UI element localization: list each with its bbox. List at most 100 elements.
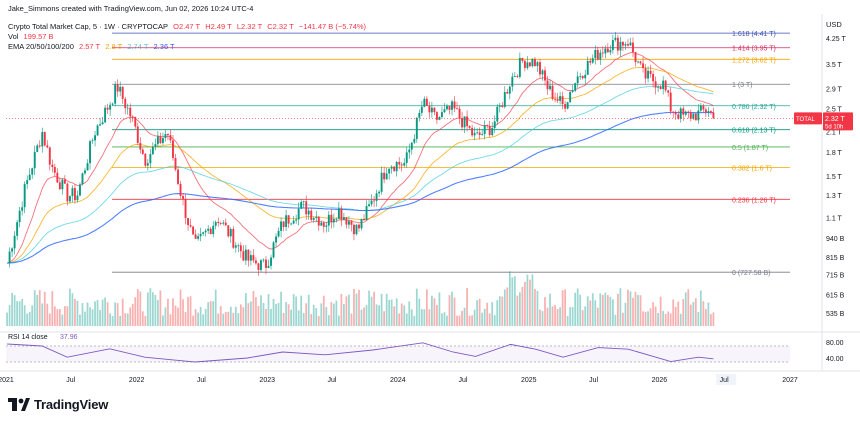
symbol-title-row: Crypto Total Market Cap, 5 · 1W · CRYPTO… (8, 22, 369, 31)
candle-body (662, 80, 665, 90)
candle-body (89, 141, 91, 164)
time-axis-tick-label: 2025 (521, 377, 537, 384)
volume-bar (591, 293, 594, 326)
symbol-title[interactable]: Crypto Total Market Cap, 5 · 1W · CRYPTO… (8, 22, 169, 31)
volume-bar (89, 307, 91, 326)
volume-bar (601, 294, 604, 326)
ohlc-open: O2.47 T (173, 22, 201, 31)
candle-body (564, 104, 567, 109)
volume-bar (199, 306, 202, 326)
candle-body (280, 221, 283, 231)
time-axis-tick-label: 2024 (390, 377, 406, 384)
volume-bar (566, 315, 569, 326)
volume-bar (486, 302, 489, 326)
volume-bar (18, 301, 21, 326)
volume-bar (478, 298, 481, 326)
volume-bar (622, 312, 624, 326)
candle-body (224, 222, 227, 226)
volume-bar (488, 313, 491, 326)
volume-bar (267, 294, 270, 326)
volume-bar (332, 303, 335, 326)
volume-bar (672, 299, 675, 326)
volume-bar (114, 302, 117, 326)
candle-body (486, 125, 489, 127)
candle-body (161, 138, 164, 144)
volume-bar (282, 313, 285, 326)
candle-body (501, 105, 504, 107)
volume-bar (229, 306, 232, 326)
candle-body (453, 101, 456, 109)
ema-100-value: 2.74 T (127, 42, 149, 51)
volume-bar (481, 312, 484, 326)
volume-bar (420, 309, 423, 326)
volume-bar (441, 313, 443, 326)
candle-body (621, 41, 624, 46)
volume-bar (513, 276, 516, 326)
volume-bar (348, 294, 350, 326)
candle-body (8, 251, 11, 264)
candle-body (594, 49, 597, 59)
candle-body (405, 152, 408, 163)
candle-body (149, 154, 152, 164)
candle-body (189, 225, 192, 227)
candle-body (516, 76, 519, 77)
volume-bar (511, 277, 514, 326)
rsi-label: RSI 14 close (8, 334, 48, 341)
volume-bar (579, 294, 582, 326)
volume-bar (544, 297, 546, 326)
volume-bar (378, 305, 380, 326)
volume-bar (697, 311, 700, 326)
tradingview-logo[interactable]: TradingView (8, 397, 108, 412)
price-axis-tick-label: 2.1 T (826, 130, 843, 137)
volume-bar (69, 288, 71, 326)
candle-body (539, 62, 541, 75)
volume-bar (413, 315, 416, 326)
volume-bar (483, 308, 486, 326)
candle-body (179, 184, 182, 196)
volume-bar (124, 313, 127, 326)
candle-body (141, 149, 144, 154)
candle-body (574, 83, 577, 91)
volume-bar (307, 294, 310, 326)
candle-body (292, 220, 295, 224)
volume-bar (403, 305, 406, 326)
volume-bar (654, 306, 657, 326)
candle-body (111, 103, 114, 105)
rsi-axis-tick-label: 80.00 (826, 340, 844, 347)
volume-bar (682, 299, 685, 326)
candle-body (476, 132, 479, 134)
candle-body (290, 223, 293, 225)
candle-body (214, 221, 217, 226)
candle-body (410, 142, 413, 150)
candle-body (435, 112, 438, 120)
candle-body (370, 200, 373, 205)
candle-body (76, 195, 79, 201)
volume-value: 199.57 B (23, 32, 54, 41)
candle-body (659, 86, 662, 90)
volume-bar (584, 306, 587, 326)
volume-label[interactable]: Vol (8, 32, 19, 41)
ohlc-close: C2.32 T (267, 22, 294, 31)
volume-bar (322, 295, 325, 326)
volume-bar (456, 315, 458, 326)
time-axis-tick-label: 2022 (129, 377, 145, 384)
ema-label[interactable]: EMA 20/50/100/200 (8, 42, 74, 51)
tradingview-logo-icon (8, 398, 30, 411)
price-axis-tick-label: 1.1 T (826, 215, 843, 222)
candle-body (28, 174, 31, 181)
candle-body (121, 86, 124, 99)
candle-body (322, 222, 325, 227)
candle-body (249, 255, 252, 261)
volume-bar (423, 309, 426, 326)
volume-bar (330, 302, 333, 326)
volume-bar (11, 292, 13, 326)
volume-bar (295, 296, 298, 326)
volume-bar (141, 311, 144, 326)
time-axis-tick-label: Jul (458, 377, 467, 384)
volume-bar (207, 302, 210, 326)
volume-bar (380, 293, 383, 326)
candle-body (16, 222, 19, 236)
candle-body (282, 221, 285, 228)
volume-bar (237, 313, 240, 326)
